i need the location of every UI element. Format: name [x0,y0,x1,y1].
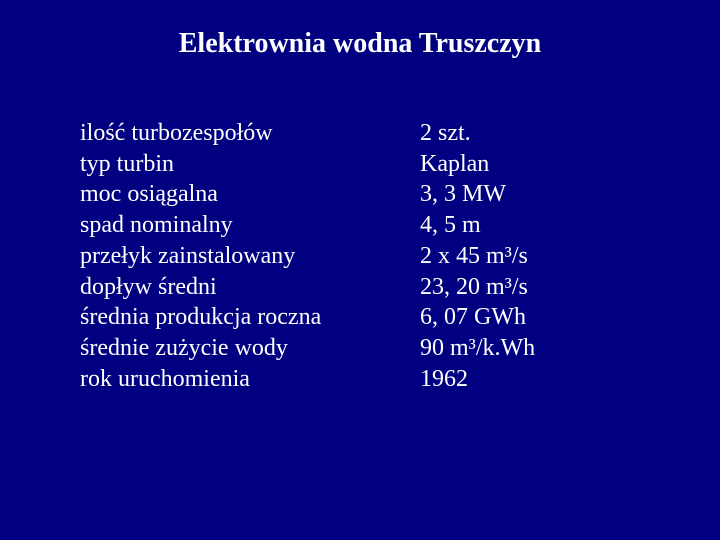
spec-value: 4, 5 m [420,210,535,241]
spec-label: ilość turbozespołów [80,118,420,149]
slide-title: Elektrownia wodna Truszczyn [60,28,660,60]
spec-label: typ turbin [80,149,420,180]
spec-label: rok uruchomienia [80,364,420,395]
spec-label: spad nominalny [80,210,420,241]
spec-value: 3, 3 MW [420,179,535,210]
specs-table: ilość turbozespołów typ turbin moc osiąg… [80,118,660,394]
specs-values-column: 2 szt. Kaplan 3, 3 MW 4, 5 m 2 x 45 m³/s… [420,118,535,394]
slide: Elektrownia wodna Truszczyn ilość turboz… [0,0,720,540]
spec-label: dopływ średni [80,272,420,303]
spec-value: 23, 20 m³/s [420,272,535,303]
spec-value: 90 m³/k.Wh [420,333,535,364]
specs-labels-column: ilość turbozespołów typ turbin moc osiąg… [80,118,420,394]
spec-label: średnia produkcja roczna [80,302,420,333]
spec-label: średnie zużycie wody [80,333,420,364]
spec-label: moc osiągalna [80,179,420,210]
spec-label: przełyk zainstalowany [80,241,420,272]
spec-value: Kaplan [420,149,535,180]
spec-value: 2 x 45 m³/s [420,241,535,272]
spec-value: 6, 07 GWh [420,302,535,333]
spec-value: 1962 [420,364,535,395]
spec-value: 2 szt. [420,118,535,149]
